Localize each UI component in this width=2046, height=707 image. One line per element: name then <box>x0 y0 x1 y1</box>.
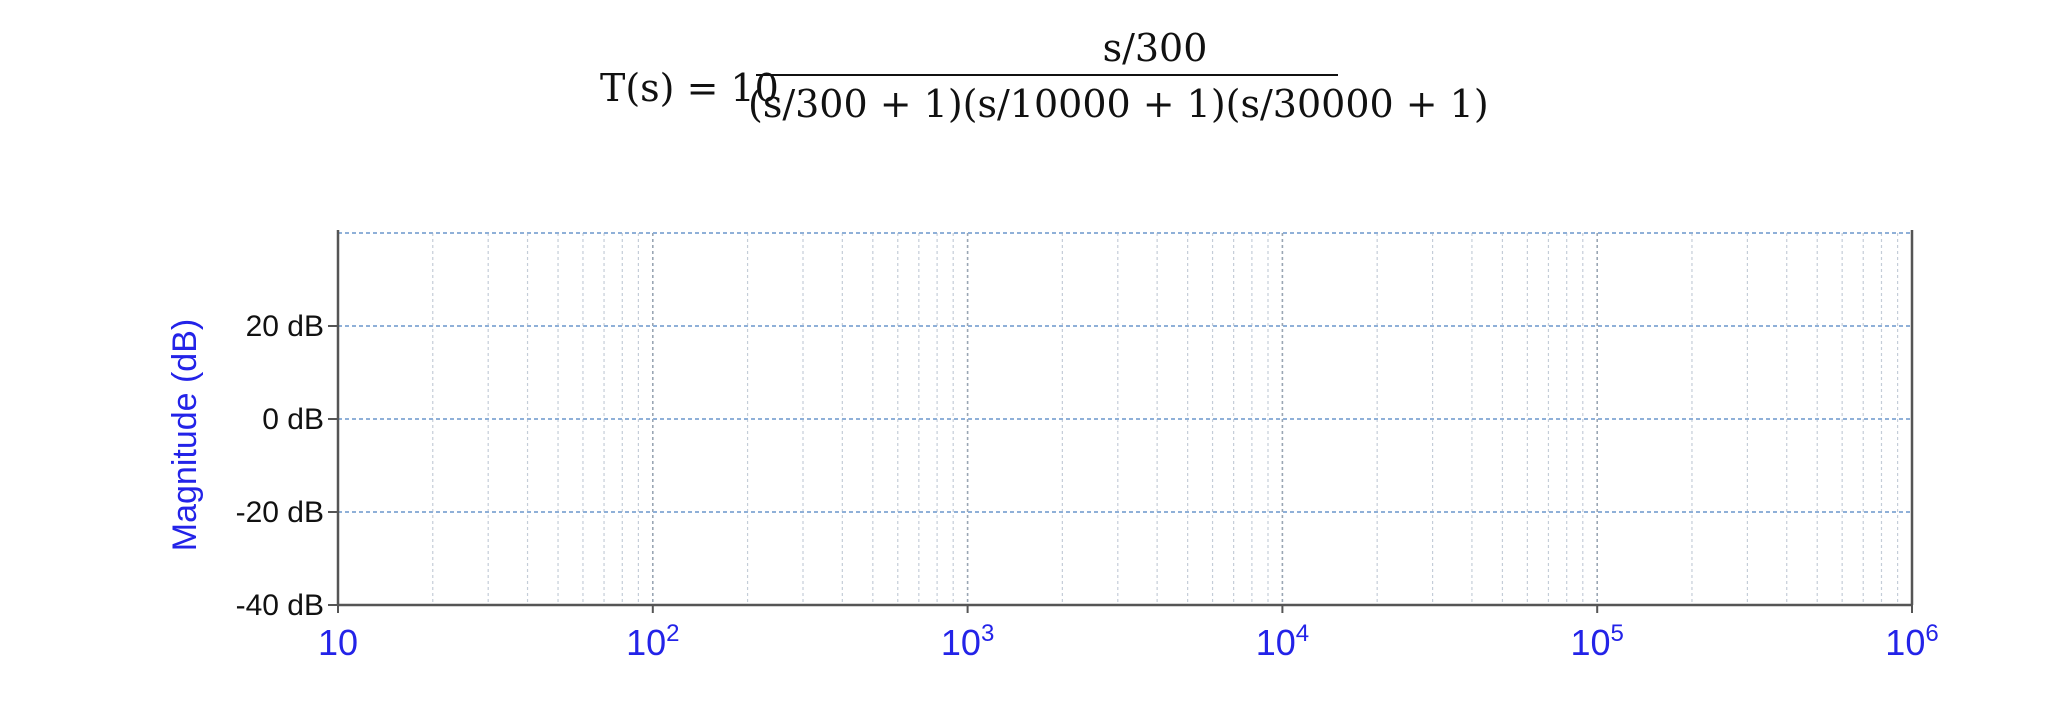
y-tick-label: -20 dB <box>236 496 324 529</box>
x-tick-label: 10 <box>318 622 358 663</box>
x-tick-labels: 10 102 103 104 105 106 <box>318 620 1939 663</box>
x-tick-label: 104 <box>1256 620 1309 663</box>
x-tick-label: 105 <box>1570 620 1623 663</box>
fraction-bar <box>756 74 1338 76</box>
y-tick-labels: 20 dB 0 dB -20 dB -40 dB <box>236 310 324 622</box>
equation-lhs: T(s) = 10 <box>600 66 779 110</box>
y-tick-label: 20 dB <box>246 310 324 343</box>
x-tick-label: 103 <box>941 620 994 663</box>
x-tick-label: 102 <box>626 620 679 663</box>
major-gridlines <box>338 232 1912 513</box>
y-tick-label: -40 dB <box>236 589 324 622</box>
y-axis-label: Magnitude (dB) <box>166 319 204 551</box>
equation-numerator: s/300 <box>1102 26 1208 70</box>
axes <box>328 230 1914 613</box>
x-tick-label: 106 <box>1885 620 1938 663</box>
y-tick-label: 0 dB <box>262 403 324 436</box>
